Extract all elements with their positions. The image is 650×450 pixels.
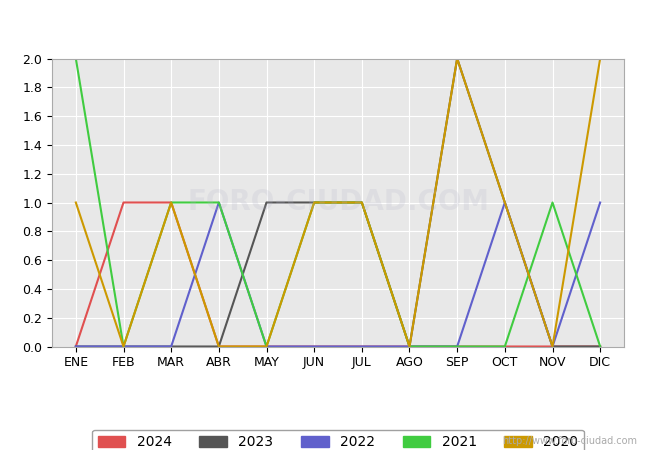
Text: http://www.foro-ciudad.com: http://www.foro-ciudad.com [502,436,637,446]
Text: Matriculaciones de Vehiculos en Rubí de Bracamonte: Matriculaciones de Vehiculos en Rubí de … [86,18,564,36]
Text: FORO-CIUDAD.COM: FORO-CIUDAD.COM [187,189,489,216]
Legend: 2024, 2023, 2022, 2021, 2020: 2024, 2023, 2022, 2021, 2020 [92,430,584,450]
